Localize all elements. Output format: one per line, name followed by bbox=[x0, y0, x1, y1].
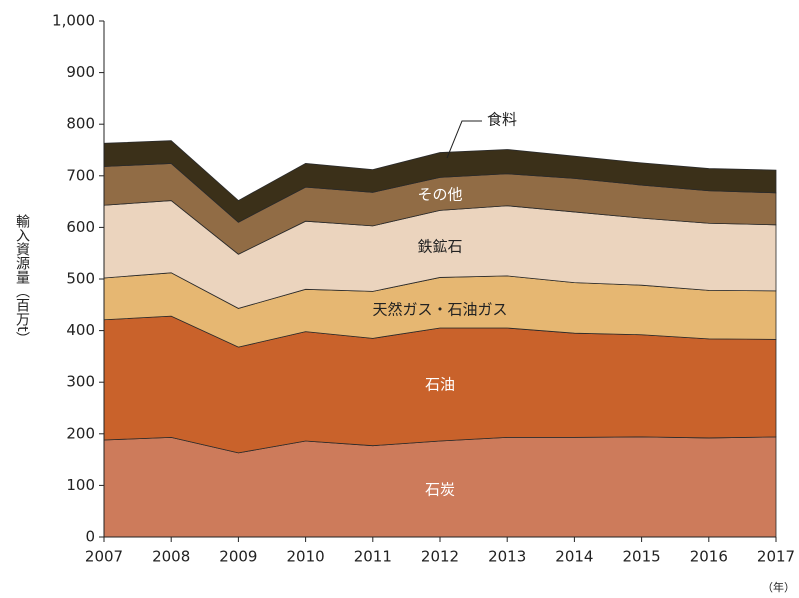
series-label: その他 bbox=[417, 186, 462, 204]
x-tick-label: 2017 bbox=[757, 548, 795, 566]
x-tick-label: 2016 bbox=[690, 548, 728, 566]
x-tick-label: 2008 bbox=[152, 548, 190, 566]
y-tick-label: 500 bbox=[66, 270, 95, 288]
x-tick-label: 2014 bbox=[555, 548, 593, 566]
x-unit-label: （年） bbox=[762, 580, 795, 594]
y-tick-label: 300 bbox=[66, 373, 95, 391]
x-tick-label: 2009 bbox=[219, 548, 257, 566]
x-tick-label: 2012 bbox=[421, 548, 459, 566]
area bbox=[103, 140, 777, 223]
x-tick-label: 2010 bbox=[287, 548, 325, 566]
series-label: 石炭 bbox=[425, 481, 455, 499]
y-tick-label: 400 bbox=[66, 321, 95, 339]
series-label: 石油 bbox=[425, 376, 455, 394]
series-label: 鉄鉱石 bbox=[417, 238, 462, 256]
series-label: 天然ガス・石油ガス bbox=[372, 301, 507, 319]
leader-line bbox=[446, 120, 482, 159]
y-tick-label: 1,000 bbox=[52, 12, 95, 30]
y-tick-label: 700 bbox=[66, 166, 95, 184]
y-axis-label: 輸入資源量（百万t） bbox=[14, 214, 30, 346]
x-tick-label: 2015 bbox=[623, 548, 661, 566]
series-label: 食料 bbox=[487, 111, 517, 129]
x-tick-label: 2007 bbox=[85, 548, 123, 566]
y-tick-label: 600 bbox=[66, 218, 95, 236]
y-tick-label: 800 bbox=[66, 115, 95, 133]
y-tick-label: 100 bbox=[66, 476, 95, 494]
y-tick-label: 0 bbox=[85, 528, 95, 546]
y-tick-label: 200 bbox=[66, 424, 95, 442]
x-tick-label: 2013 bbox=[488, 548, 526, 566]
y-tick-label: 900 bbox=[66, 63, 95, 81]
x-tick-label: 2011 bbox=[354, 548, 392, 566]
